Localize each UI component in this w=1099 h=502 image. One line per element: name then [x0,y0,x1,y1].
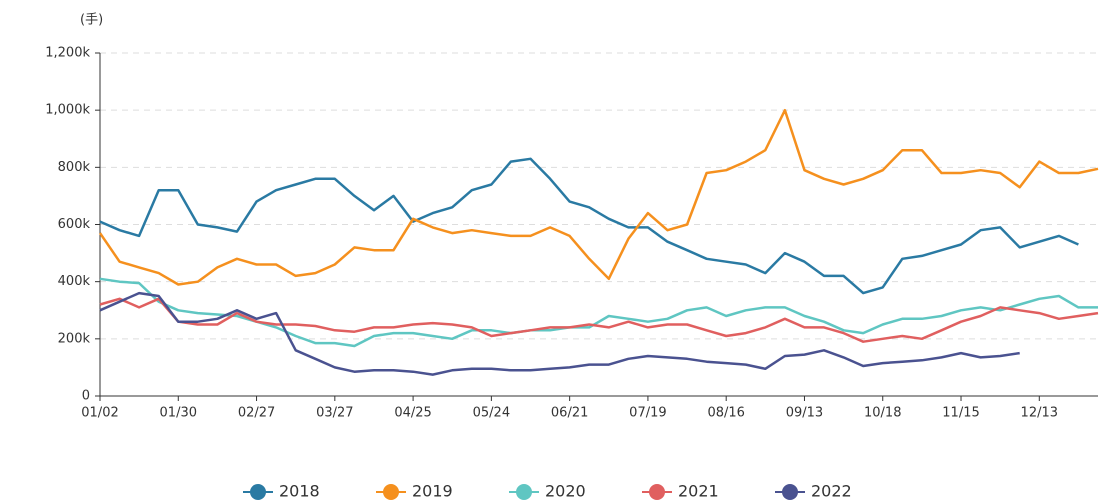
legend-label: 2022 [811,482,852,501]
y-tick-label: 0 [82,389,90,404]
x-tick-label: 02/27 [238,406,275,421]
legend-label: 2021 [678,482,719,501]
series-line [98,108,1099,286]
x-tick-label: 12/13 [1021,406,1058,421]
y-tick-label: 200k [58,331,91,346]
legend-label: 2018 [279,482,320,501]
legend-label: 2019 [412,482,453,501]
x-tick-label: 09/13 [786,406,823,421]
x-tick-label: 07/19 [629,406,666,421]
x-tick-label: 06/21 [551,406,588,421]
y-tick-label: 600k [58,217,91,232]
x-tick-label: 01/30 [160,406,197,421]
y-tick-label: 800k [58,160,91,175]
legend-marker [383,484,399,500]
y-axis-label: (手) [80,13,103,28]
y-tick-label: 1,000k [45,103,90,118]
legend-label: 2020 [545,482,586,501]
legend-marker [250,484,266,500]
x-tick-label: 03/27 [316,406,353,421]
x-tick-label: 08/16 [707,406,744,421]
x-tick-label: 01/02 [81,406,118,421]
y-tick-label: 1,200k [45,46,90,61]
series-line [99,157,1079,295]
series-line [99,291,1020,376]
legend-marker [782,484,798,500]
y-tick-label: 400k [58,274,91,289]
series-line [99,277,1098,348]
x-tick-label: 11/15 [942,406,979,421]
series-line [99,297,1099,343]
x-tick-label: 04/25 [394,406,431,421]
legend-marker [516,484,532,500]
x-tick-label: 10/18 [864,406,901,421]
x-tick-label: 05/24 [473,406,510,421]
legend-marker [649,484,665,500]
